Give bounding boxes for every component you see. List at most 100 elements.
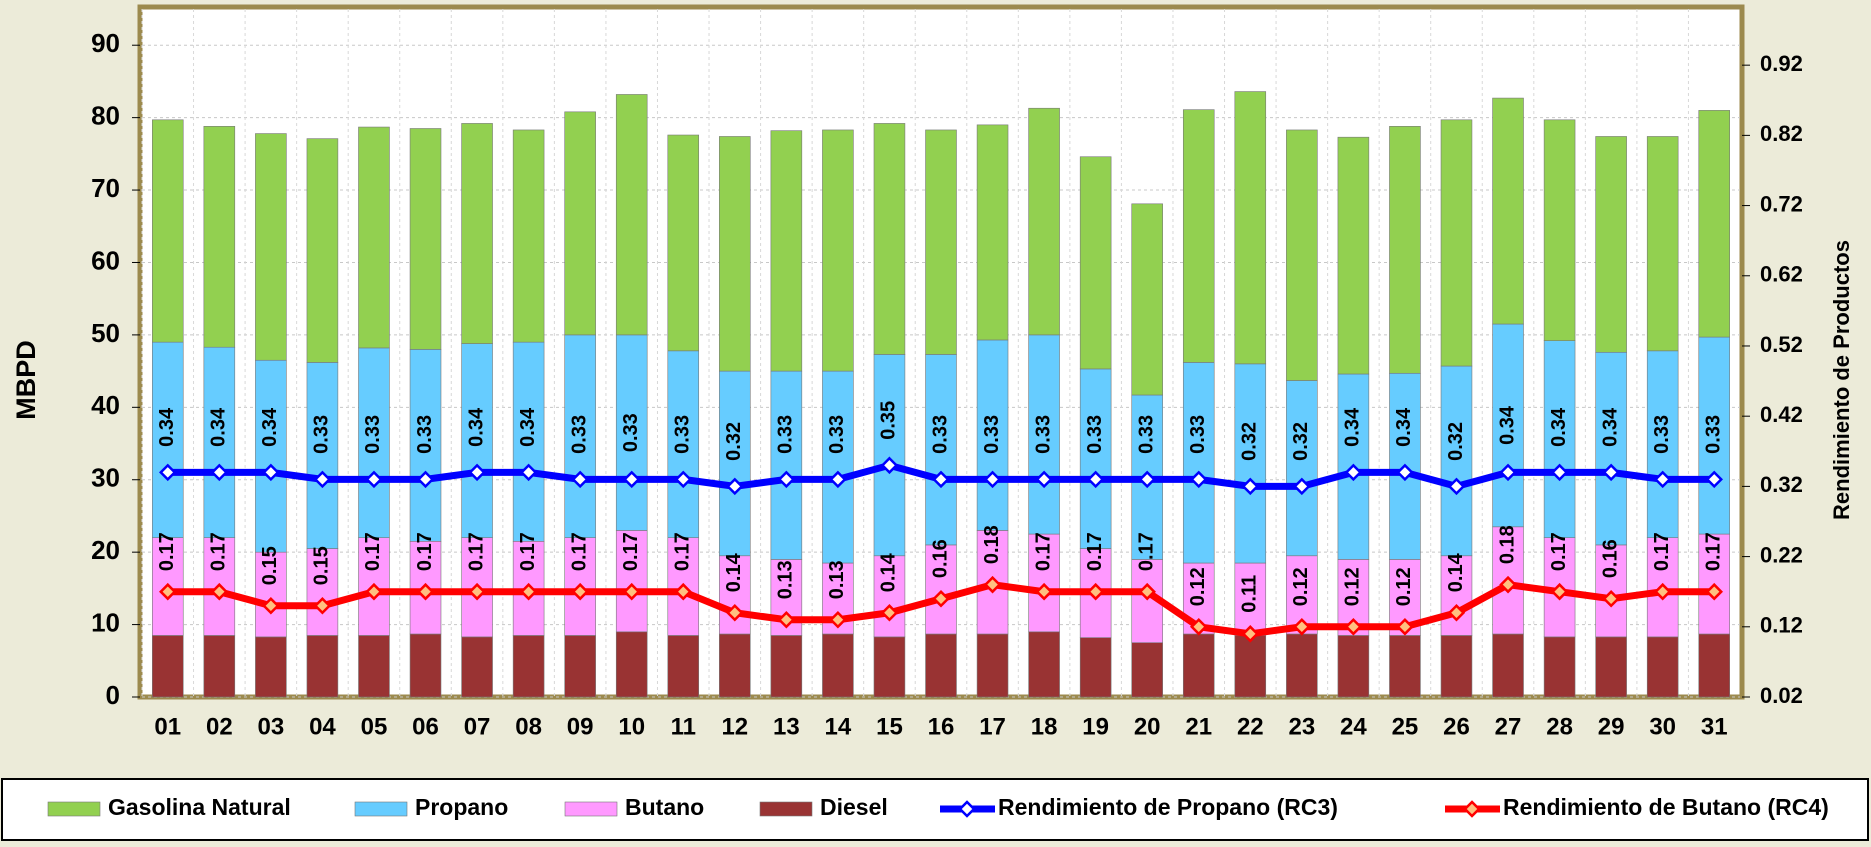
data-label: 0.13 [826, 560, 848, 599]
bar-segment [1646, 636, 1679, 698]
bar-segment [1028, 631, 1060, 698]
bar-segment [255, 636, 287, 698]
data-label: 0.16 [1599, 539, 1621, 578]
bar-segment [1595, 636, 1627, 698]
bar-segment [1698, 633, 1730, 698]
bar-segment [512, 341, 545, 542]
data-label: 0.18 [1496, 525, 1518, 564]
line-marker [932, 589, 950, 608]
bar-segment [667, 134, 700, 352]
y-tick-label: 80 [91, 101, 120, 131]
bar-segment [1234, 635, 1267, 698]
line-marker [1189, 470, 1208, 489]
bar-segment [1182, 633, 1215, 698]
line-marker [468, 582, 486, 601]
bar-segment [1492, 97, 1524, 325]
bar-segment [976, 633, 1009, 698]
line-marker [1035, 582, 1053, 601]
legend-label: Rendimiento de Propano (RC3) [998, 794, 1338, 820]
y2-tick-label: 0.12 [1760, 613, 1803, 638]
bar-segment [255, 133, 287, 361]
line-marker [1447, 477, 1466, 496]
data-label: 0.12 [1290, 567, 1312, 606]
bar-segment [358, 126, 390, 349]
bar-segment [976, 339, 1009, 531]
bar-segment [306, 548, 339, 636]
legend-label: Gasolina Natural [108, 794, 291, 820]
bar-segment [1234, 91, 1267, 365]
bar-segment [1698, 110, 1730, 338]
line-marker [159, 582, 177, 601]
bar-segment [1286, 380, 1318, 557]
line-marker [983, 470, 1002, 489]
y-tick-label: 50 [91, 318, 120, 348]
data-label: 0.33 [1084, 415, 1106, 454]
bar-segment [719, 136, 751, 372]
legend-swatch [759, 801, 813, 817]
y2-tick-label: 0.32 [1760, 472, 1803, 497]
bar-segment [1286, 129, 1318, 381]
bar-segment [873, 555, 906, 638]
y-tick-label: 0 [106, 680, 120, 710]
line-marker [1189, 618, 1208, 636]
data-label: 0.35 [878, 401, 900, 440]
data-label: 0.17 [208, 532, 230, 571]
data-label: 0.33 [1135, 415, 1157, 454]
line-marker [726, 477, 744, 496]
y2-tick-label: 0.62 [1760, 262, 1803, 287]
bar-segment [925, 129, 957, 355]
data-label: 0.17 [362, 532, 384, 571]
data-label: 0.18 [981, 525, 1003, 564]
bar-segment [564, 334, 596, 538]
line-marker [983, 575, 1002, 594]
bar-segment [461, 123, 493, 344]
data-label: 0.33 [1703, 415, 1725, 454]
bar-segment [1543, 119, 1576, 341]
bar-segment [1286, 633, 1318, 698]
legend-marker [958, 800, 976, 818]
data-label: 0.17 [414, 532, 436, 571]
x-tick-label: 29 [1598, 713, 1625, 740]
data-label: 0.34 [517, 407, 539, 447]
line-marker [1499, 463, 1517, 482]
data-label: 0.34 [465, 407, 487, 447]
line-marker [777, 470, 796, 489]
line-marker [932, 470, 950, 489]
x-tick-label: 23 [1288, 713, 1315, 740]
y-tick-label: 30 [91, 463, 120, 493]
bar-segment [1337, 635, 1370, 698]
bar-segment [873, 123, 906, 355]
line-marker [1241, 625, 1260, 643]
data-label: 0.34 [1599, 407, 1621, 447]
data-label: 0.17 [620, 532, 642, 571]
x-tick-label: 20 [1134, 713, 1161, 740]
data-label: 0.17 [1032, 532, 1054, 571]
legend-swatch [354, 801, 408, 817]
line-marker [1447, 603, 1466, 622]
y2-tick-label: 0.22 [1760, 542, 1803, 567]
x-tick-label: 16 [928, 713, 955, 740]
x-tick-label: 24 [1340, 713, 1367, 740]
line-marker [519, 582, 538, 601]
data-label: 0.13 [775, 560, 797, 599]
x-tick-label: 17 [979, 713, 1006, 740]
line-marker [1344, 618, 1363, 636]
line-marker [622, 470, 641, 489]
bar-segment [873, 636, 906, 698]
line-marker [1396, 463, 1414, 482]
bar-segment [203, 635, 236, 698]
line-marker [1705, 582, 1723, 601]
bar-segment [1337, 136, 1370, 375]
x-tick-label: 05 [361, 713, 388, 740]
data-label: 0.14 [878, 552, 900, 592]
bar-segment [770, 130, 803, 372]
line-marker [1602, 589, 1620, 608]
bar-segment [1389, 126, 1421, 374]
bar-segment [1440, 635, 1473, 698]
data-label: 0.17 [568, 532, 590, 571]
line-marker [159, 463, 177, 482]
line-marker [571, 470, 589, 489]
line-marker [1653, 470, 1672, 489]
bar-segment [512, 129, 545, 343]
line-marker [262, 463, 280, 482]
